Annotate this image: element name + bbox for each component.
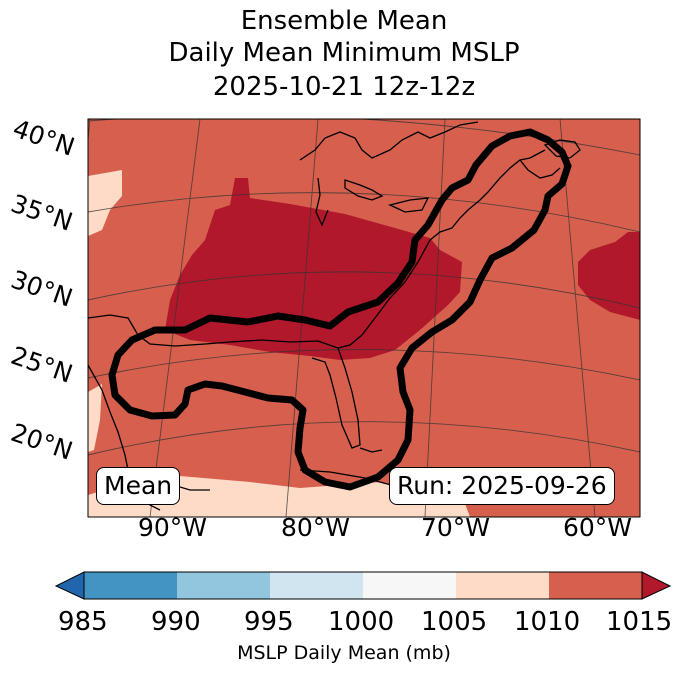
colorbar — [54, 571, 672, 600]
colorbar-tick-985: 985 — [58, 607, 108, 637]
colorbar-segment-990-995 — [177, 572, 270, 599]
colorbar-segment-1005-1010 — [456, 572, 549, 599]
colorbar-extend-high — [641, 571, 672, 600]
colorbar-tick-995: 995 — [244, 607, 294, 637]
colorbar-extend-low — [54, 571, 85, 600]
colorbar-segment-1000-1005 — [363, 572, 456, 599]
pressure-field-1005-1010-south — [88, 476, 470, 517]
title-line-2: Daily Mean Minimum MSLP — [168, 38, 520, 68]
run-label-box: Run: 2025-09-26 — [389, 467, 615, 505]
mean-label-box: Mean — [96, 467, 181, 505]
colorbar-segment-995-1000 — [270, 572, 363, 599]
map-panel — [88, 119, 640, 517]
lon-label-70w: 70°W — [421, 513, 491, 542]
colorbar-tick-1015: 1015 — [606, 607, 673, 637]
title-line-3: 2025-10-21 12z-12z — [212, 72, 476, 102]
colorbar-frame — [83, 571, 643, 600]
map-frame — [87, 118, 641, 518]
pressure-field-1005-1010-northwest — [88, 170, 122, 236]
pressure-field-1005-1010-west — [88, 384, 102, 452]
colorbar-tick-990: 990 — [151, 607, 201, 637]
colorbar-segment-985-990 — [84, 572, 177, 599]
pressure-field-high-inland — [165, 178, 462, 360]
lon-label-90w: 90°W — [138, 513, 208, 542]
colorbar-segment-1010-1015 — [549, 572, 642, 599]
colorbar-title: MSLP Daily Mean (mb) — [237, 642, 451, 664]
colorbar-tick-1005: 1005 — [421, 607, 488, 637]
colorbar-tick-1010: 1010 — [514, 607, 581, 637]
title-line-1: Ensemble Mean — [240, 6, 448, 36]
mslp-contour — [108, 128, 572, 491]
lon-label-60w: 60°W — [563, 513, 633, 542]
colorbar-tick-1000: 1000 — [328, 607, 395, 637]
lon-label-80w: 80°W — [281, 513, 351, 542]
